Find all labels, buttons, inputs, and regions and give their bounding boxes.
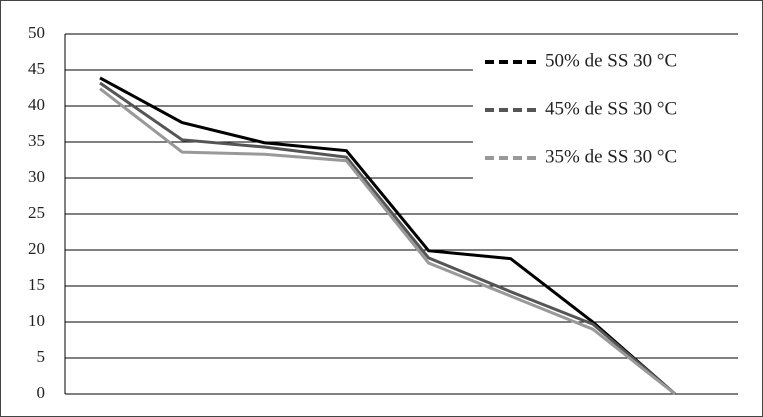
y-tick-label: 45 [28, 59, 45, 78]
y-tick-label: 30 [28, 167, 45, 186]
y-tick-label: 25 [28, 203, 45, 222]
legend: 50% de SS 30 °C 45% de SS 30 °C 35% de SS … [473, 38, 739, 183]
y-tick-label: 5 [37, 347, 46, 366]
series-line [99, 81, 676, 396]
legend-label: 50% de SS 30 °C [545, 50, 677, 71]
series-line [99, 87, 676, 396]
legend-label: 35% de SS 30 °C [545, 146, 677, 167]
y-tick-label: 20 [28, 239, 45, 258]
y-tick-label: 0 [37, 383, 46, 402]
y-tick-label: 10 [28, 311, 45, 330]
y-tick-label: 40 [28, 95, 45, 114]
series-line [99, 76, 676, 396]
y-tick-label: 15 [28, 275, 45, 294]
legend-label: 45% de SS 30 °C [545, 98, 677, 119]
y-tick-label: 35 [28, 131, 45, 150]
y-tick-label: 50 [28, 23, 45, 42]
